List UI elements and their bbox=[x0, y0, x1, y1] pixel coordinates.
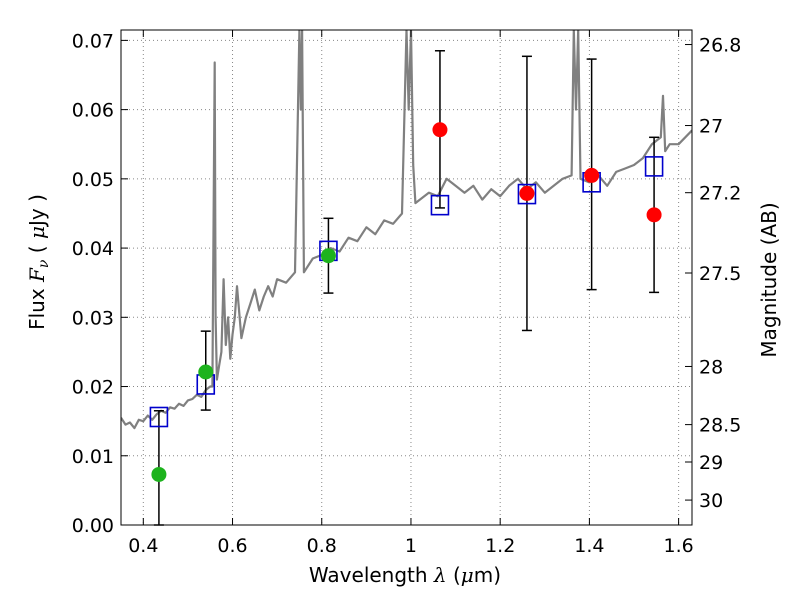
grid-lines bbox=[121, 30, 692, 526]
right-tick-label: 30 bbox=[699, 490, 723, 512]
x-tick-label: 1.2 bbox=[485, 535, 515, 557]
observed-points-layer bbox=[151, 122, 662, 482]
right-tick-label: 29 bbox=[699, 452, 723, 474]
x-tick-label: 0.4 bbox=[128, 535, 158, 557]
right-tick-label: 27.5 bbox=[699, 263, 741, 285]
x-tick-label: 1.6 bbox=[664, 535, 694, 557]
model-photometry-square bbox=[644, 156, 664, 177]
x-tick-label: 1.4 bbox=[574, 535, 604, 557]
y-tick-label: 0.06 bbox=[72, 100, 114, 122]
observed-point-red bbox=[646, 207, 662, 223]
y-axis-title: Flux Fν ( μJy ) bbox=[25, 194, 52, 330]
observed-point-green bbox=[320, 248, 336, 264]
errorbar-layer bbox=[153, 50, 660, 526]
x-tick-label: 0.8 bbox=[307, 535, 337, 557]
observed-point-red bbox=[432, 122, 448, 138]
observed-point-green bbox=[198, 364, 214, 380]
y-tick-label: 0.04 bbox=[72, 238, 114, 260]
y-tick-label: 0.02 bbox=[72, 377, 114, 399]
y-tick-label: 0.03 bbox=[72, 307, 114, 329]
right-tick-label: 27 bbox=[699, 116, 723, 138]
x-tick-label: 1 bbox=[405, 535, 417, 557]
observed-point-red bbox=[519, 185, 535, 201]
model-photometry-square bbox=[430, 194, 450, 216]
right-tick-label: 27.2 bbox=[699, 183, 741, 205]
right-tick-label: 28 bbox=[699, 356, 723, 378]
observed-point-red bbox=[584, 167, 600, 183]
tick-marks bbox=[121, 30, 692, 526]
right-tick-label: 28.5 bbox=[699, 415, 741, 437]
observed-point-green bbox=[151, 466, 167, 482]
y-tick-label: 0.05 bbox=[72, 169, 114, 191]
plot-frame bbox=[120, 29, 693, 526]
y-tick-label: 0.00 bbox=[72, 515, 114, 537]
tick-labels: 0.4 0.6 0.8 1 1.2 1.4 1.6 0.00 0.01 0.02 0.03 0.04 0… bbox=[72, 30, 742, 557]
y-tick-label: 0.07 bbox=[72, 30, 114, 52]
model-photometry-square bbox=[517, 183, 537, 205]
right-axis-title: Magnitude (AB) bbox=[757, 202, 781, 357]
x-tick-label: 0.6 bbox=[217, 535, 247, 557]
model-photometry-square bbox=[149, 406, 169, 428]
x-axis-title: Wavelength λ (μm) bbox=[309, 563, 501, 587]
y-tick-label: 0.01 bbox=[72, 446, 114, 468]
right-tick-label: 26.8 bbox=[699, 35, 741, 57]
